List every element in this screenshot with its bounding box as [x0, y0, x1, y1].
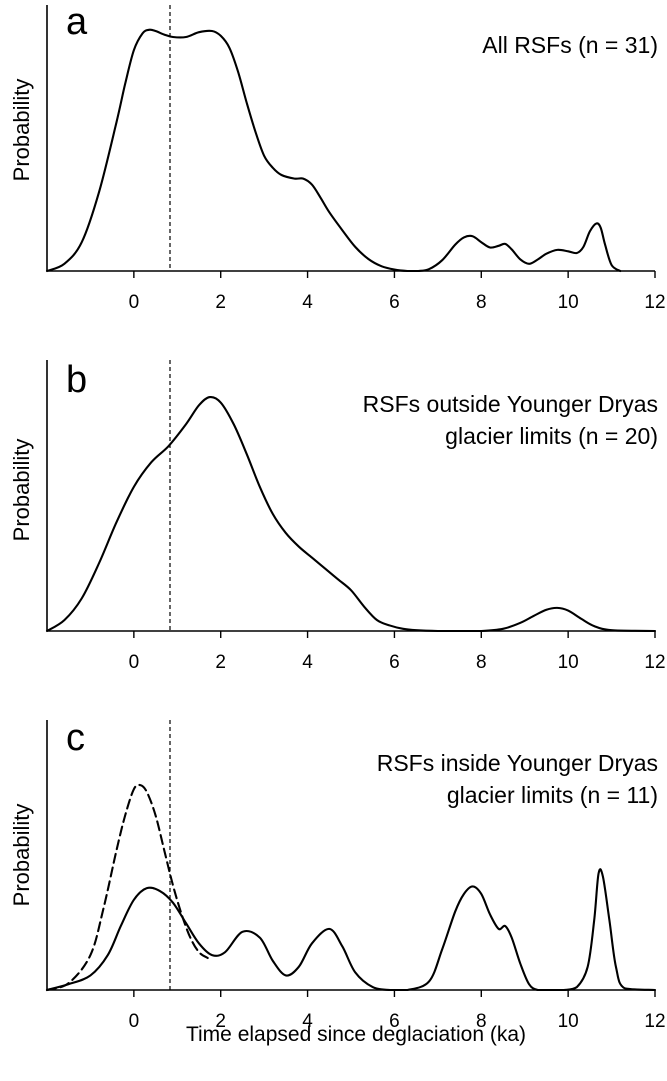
series-line [45, 28, 622, 273]
plot-area [45, 395, 657, 633]
x-tick-label: 12 [644, 1011, 665, 1032]
x-tick-label: 2 [215, 292, 226, 313]
x-tick-label: 6 [389, 292, 400, 313]
y-axis-label: Probability [9, 79, 34, 182]
panel-letter: a [66, 1, 88, 43]
panel-title-line-1: RSFs inside Younger Dryas [377, 750, 658, 776]
plot-area [45, 28, 622, 273]
x-tick-label: 10 [558, 652, 579, 673]
x-tick-label: 12 [644, 292, 665, 313]
x-tick-label: 4 [302, 292, 313, 313]
x-tick-label: 8 [476, 652, 487, 673]
x-axis-label: Time elapsed since deglaciation (ka) [186, 1023, 526, 1046]
x-ticks: 0 2 4 6 8 10 12 [129, 990, 666, 1032]
panel-title-line-1: RSFs outside Younger Dryas [363, 391, 658, 417]
x-tick-label: 10 [558, 1011, 579, 1032]
panel-a: a All RSFs (n = 31) Probability 0 2 4 6 8 10 1… [9, 1, 666, 313]
x-tick-label: 2 [215, 652, 226, 673]
x-ticks: 0 2 4 6 8 10 12 [129, 631, 666, 673]
series-line [45, 868, 657, 992]
series-line [45, 395, 657, 633]
x-tick-label: 8 [476, 292, 487, 313]
x-tick-label: 12 [644, 652, 665, 673]
panel-letter: b [66, 359, 87, 401]
x-tick-label: 0 [129, 292, 140, 313]
x-tick-label: 6 [389, 652, 400, 673]
x-tick-label: 0 [129, 652, 140, 673]
panel-title-line-1: All RSFs (n = 31) [482, 32, 658, 58]
x-tick-label: 4 [302, 1011, 313, 1032]
plot-area [45, 783, 657, 992]
x-ticks: 0 2 4 6 8 10 12 [129, 271, 666, 313]
panel-b: b RSFs outside Younger Dryas glacier lim… [9, 359, 666, 673]
x-tick-label: 8 [476, 1011, 487, 1032]
panel-title-line-2: glacier limits (n = 11) [447, 782, 658, 808]
dashed-series-line [45, 783, 209, 992]
y-axis-label: Probability [9, 439, 34, 542]
x-tick-label: 6 [389, 1011, 400, 1032]
x-tick-label: 10 [558, 292, 579, 313]
y-axis-label: Probability [9, 804, 34, 907]
panel-c: c RSFs inside Younger Dryas glacier limi… [9, 717, 666, 1046]
x-tick-label: 4 [302, 652, 313, 673]
x-tick-label: 0 [129, 1011, 140, 1032]
x-tick-label: 2 [215, 1011, 226, 1032]
panel-letter: c [66, 717, 85, 759]
panel-title-line-2: glacier limits (n = 20) [445, 423, 658, 449]
